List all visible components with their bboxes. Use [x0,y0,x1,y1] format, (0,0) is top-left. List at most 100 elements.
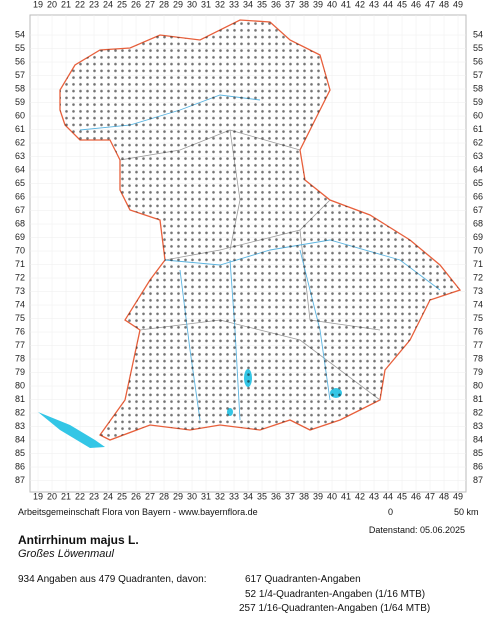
row-label: 69 [15,232,25,242]
row-label: 69 [473,232,483,242]
row-label: 83 [473,421,483,431]
column-label: 39 [313,0,323,9]
row-label: 84 [473,434,483,444]
scale-start: 0 [388,507,394,517]
row-label: 68 [473,218,483,228]
column-label: 19 [33,491,43,501]
row-label: 70 [473,245,483,255]
row-label: 85 [473,448,483,458]
row-label: 60 [15,110,25,120]
column-label: 41 [341,491,351,501]
column-label: 23 [89,491,99,501]
row-label: 87 [473,475,483,485]
row-label: 86 [15,461,25,471]
summary: 934 Angaben aus 479 Quadranten, davon: [18,574,207,585]
row-label: 56 [473,56,483,66]
column-label: 20 [47,491,57,501]
row-label: 76 [473,326,483,336]
column-label: 38 [299,0,309,9]
column-label: 48 [439,0,449,9]
column-label: 30 [187,491,197,501]
column-label: 46 [411,0,421,9]
row-label: 58 [15,83,25,93]
row-label: 73 [15,286,25,296]
column-label: 44 [383,0,393,9]
row-label: 75 [15,313,25,323]
map: 19 19 20 20 21 21 22 22 23 23 24 24 25 25 26 26 27 27 28 28… [15,0,483,501]
row-label: 80 [473,380,483,390]
row-label: 65 [15,178,25,188]
row-label: 64 [473,164,483,174]
row-label: 78 [15,353,25,363]
row-label: 55 [15,43,25,53]
column-label: 47 [425,0,435,9]
row-label: 75 [473,313,483,323]
column-label: 40 [327,0,337,9]
column-label: 36 [271,0,281,9]
row-label: 70 [15,245,25,255]
column-label: 45 [397,491,407,501]
row-label: 60 [473,110,483,120]
credit: Arbeitsgemeinschaft Flora von Bayern - w… [18,507,258,517]
row-label: 59 [15,97,25,107]
row-label: 54 [473,29,483,39]
row-label: 58 [473,83,483,93]
row-label: 83 [15,421,25,431]
column-label: 38 [299,491,309,501]
row-label: 68 [15,218,25,228]
column-label: 46 [411,491,421,501]
occurrence-dots [60,20,460,440]
common-name: Großes Löwenmaul [18,548,114,560]
row-label: 72 [473,272,483,282]
row-label: 64 [15,164,25,174]
row-label: 82 [15,407,25,417]
column-label: 27 [145,0,155,9]
row-label: 76 [15,326,25,336]
column-label: 35 [257,0,267,9]
row-label: 73 [473,286,483,296]
row-label: 80 [15,380,25,390]
row-label: 65 [473,178,483,188]
row-label: 66 [473,191,483,201]
column-label: 43 [369,491,379,501]
column-label: 32 [215,0,225,9]
row-label: 63 [15,151,25,161]
row-label: 55 [473,43,483,53]
column-label: 30 [187,0,197,9]
column-label: 23 [89,0,99,9]
column-label: 22 [75,491,85,501]
column-label: 25 [117,491,127,501]
row-label: 81 [15,394,25,404]
column-label: 29 [173,491,183,501]
column-label: 36 [271,491,281,501]
column-label: 31 [201,0,211,9]
row-label: 79 [473,367,483,377]
column-label: 31 [201,491,211,501]
species-name: Antirrhinum majus L. [18,533,139,547]
row-label: 61 [473,124,483,134]
row-label: 85 [15,448,25,458]
column-label: 33 [229,0,239,9]
column-label: 34 [243,0,253,9]
column-label: 21 [61,0,71,9]
date: Datenstand: 05.06.2025 [368,525,465,535]
column-label: 29 [173,0,183,9]
row-label: 71 [473,259,483,269]
column-label: 28 [159,491,169,501]
stat-line: 257 1/16-Quadranten-Angaben (1/64 MTB) [239,603,431,614]
column-label: 37 [285,491,295,501]
row-label: 57 [15,70,25,80]
stat-line: 617 Quadranten-Angaben [245,574,361,585]
row-label: 67 [15,205,25,215]
row-label: 81 [473,394,483,404]
column-label: 21 [61,491,71,501]
column-label: 41 [341,0,351,9]
row-label: 59 [473,97,483,107]
column-label: 34 [243,491,253,501]
row-label: 54 [15,29,25,39]
column-label: 26 [131,491,141,501]
row-label: 56 [15,56,25,66]
column-label: 43 [369,0,379,9]
row-label: 61 [15,124,25,134]
column-label: 42 [355,491,365,501]
